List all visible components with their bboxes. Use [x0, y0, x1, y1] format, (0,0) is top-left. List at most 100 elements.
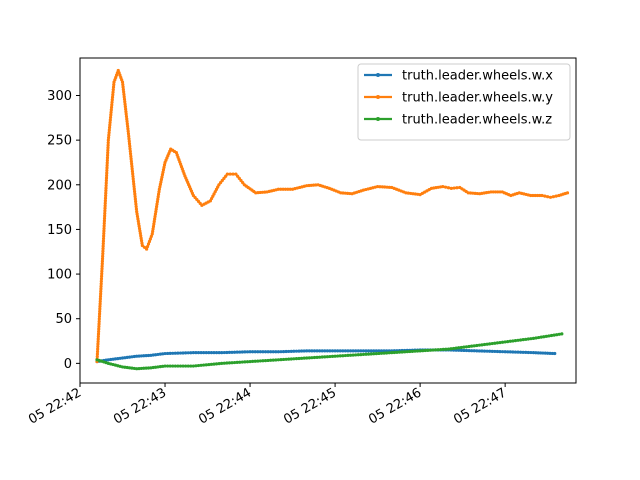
- series-point: [95, 352, 100, 356]
- series-point: [144, 366, 148, 370]
- series-point: [126, 124, 130, 128]
- series-point: [263, 359, 268, 363]
- legend-label: truth.leader.wheels.w.x: [402, 69, 553, 84]
- series-point: [348, 349, 353, 353]
- series-point: [540, 193, 544, 198]
- series-point: [529, 193, 533, 198]
- series-point: [171, 351, 175, 355]
- series-point: [191, 351, 195, 355]
- series-point: [462, 348, 466, 353]
- series-point: [467, 344, 471, 349]
- series-point: [546, 195, 550, 199]
- series-point: [130, 169, 135, 173]
- series-point: [336, 349, 340, 353]
- series-point: [464, 348, 469, 353]
- series-point: [409, 191, 413, 196]
- series-point: [506, 350, 510, 354]
- series-point: [135, 367, 139, 371]
- series-point: [184, 364, 188, 368]
- series-point: [217, 362, 221, 366]
- series-point: [449, 186, 453, 190]
- series-point: [95, 349, 100, 354]
- series-point: [312, 349, 317, 353]
- series-point: [153, 353, 158, 357]
- series-point: [104, 181, 108, 185]
- series-point: [292, 349, 296, 353]
- series-point: [220, 178, 224, 183]
- series-point: [543, 194, 547, 198]
- series-point: [158, 185, 162, 189]
- series-point: [218, 181, 223, 185]
- series-point: [521, 338, 525, 342]
- series-point: [154, 209, 158, 214]
- series-point: [168, 364, 172, 368]
- series-point: [111, 357, 115, 361]
- series-point: [220, 351, 224, 355]
- series-point: [359, 349, 363, 353]
- series-point: [482, 342, 487, 347]
- series-point: [516, 350, 520, 354]
- series-point: [292, 357, 296, 361]
- series-point: [118, 356, 122, 360]
- series-point: [129, 157, 133, 161]
- series-point: [128, 355, 132, 359]
- series-point: [104, 178, 108, 183]
- series-point: [125, 119, 129, 123]
- series-point: [95, 354, 99, 359]
- series-point: [140, 243, 144, 248]
- series-point: [204, 351, 208, 355]
- series-point: [97, 312, 102, 316]
- series-layer: [95, 68, 570, 371]
- series-point: [97, 327, 101, 331]
- series-point: [128, 147, 132, 151]
- series-point: [444, 347, 448, 351]
- series-point: [134, 202, 138, 206]
- series-point: [161, 364, 165, 368]
- series-point: [186, 364, 190, 368]
- series-point: [431, 348, 435, 352]
- series-point: [137, 354, 141, 358]
- series-point: [341, 354, 345, 358]
- series-point: [243, 350, 247, 354]
- series-point: [333, 349, 337, 353]
- series-point: [102, 216, 107, 220]
- series-point: [328, 354, 332, 359]
- series-point: [281, 357, 286, 362]
- legend: truth.leader.wheels.w.x truth.leader.whee…: [357, 63, 571, 141]
- series-point: [97, 324, 101, 329]
- series-point: [102, 231, 106, 236]
- series-point: [436, 348, 440, 352]
- series-point: [539, 335, 543, 339]
- series-point: [529, 337, 533, 341]
- series-point: [96, 337, 100, 341]
- series-point: [302, 349, 306, 353]
- series-point: [151, 227, 155, 231]
- series-point: [109, 105, 114, 109]
- series-point: [126, 129, 130, 133]
- series-point: [423, 348, 427, 353]
- series-point: [155, 205, 159, 209]
- series-point: [351, 349, 355, 353]
- series-point: [234, 172, 238, 176]
- plot-frame: [79, 57, 577, 384]
- series-point: [194, 351, 198, 355]
- series-point: [446, 347, 451, 351]
- series-point: [490, 341, 494, 346]
- series-point: [536, 351, 540, 355]
- series-point: [552, 333, 556, 337]
- series-point: [110, 103, 114, 107]
- series-point: [379, 349, 384, 353]
- series-point: [137, 226, 142, 231]
- series-point: [110, 98, 114, 102]
- series-point: [99, 274, 104, 278]
- series-point: [410, 349, 414, 353]
- series-point: [122, 90, 126, 94]
- series-point: [449, 347, 453, 351]
- series-point: [446, 186, 451, 190]
- series-point: [96, 347, 100, 351]
- series-point: [225, 350, 229, 355]
- series-point: [101, 254, 105, 258]
- series-point: [127, 134, 131, 138]
- series-point: [161, 352, 165, 356]
